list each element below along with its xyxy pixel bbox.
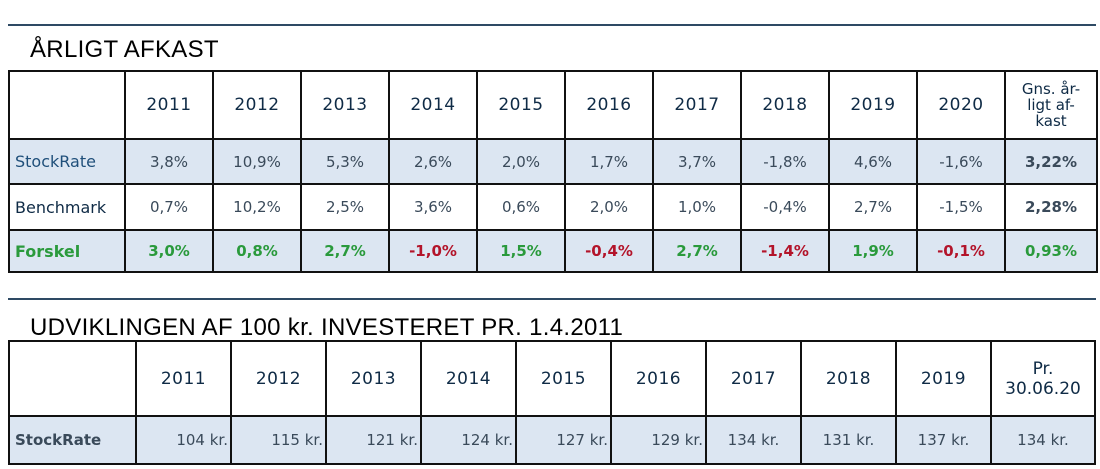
avg-header-line: Gns. år- xyxy=(1021,80,1081,98)
year-header: 2011 xyxy=(135,340,232,417)
table-row-difference: Forskel 3,0% 0,8% 2,7% -1,0% 1,5% -0,4% … xyxy=(8,229,1098,273)
top-rule xyxy=(8,24,1096,26)
value-cell: 2,6% xyxy=(388,138,478,185)
average-cell: 0,93% xyxy=(1004,229,1098,273)
corner-cell xyxy=(8,340,137,417)
value-cell: 134 kr. xyxy=(990,415,1096,465)
annual-return-table: 2011 2012 2013 2014 2015 2016 2017 2018 … xyxy=(8,70,1098,273)
date-header-line: Pr. xyxy=(1032,358,1054,379)
year-header: 2017 xyxy=(652,70,742,140)
difference-cell: -1,0% xyxy=(388,229,478,273)
year-header: 2012 xyxy=(230,340,327,417)
row-label: StockRate xyxy=(8,138,126,185)
year-header: 2014 xyxy=(420,340,517,417)
year-header: 2014 xyxy=(388,70,478,140)
value-cell: 3,8% xyxy=(124,138,214,185)
average-cell: 3,22% xyxy=(1004,138,1098,185)
value-cell: 2,7% xyxy=(828,183,918,231)
year-header: 2016 xyxy=(564,70,654,140)
value-cell: 2,0% xyxy=(476,138,566,185)
value-cell: 124 kr. xyxy=(420,415,517,465)
difference-cell: -1,4% xyxy=(740,229,830,273)
row-label: Benchmark xyxy=(8,183,126,231)
year-header: 2019 xyxy=(895,340,992,417)
value-cell: -1,8% xyxy=(740,138,830,185)
difference-cell: 3,0% xyxy=(124,229,214,273)
section-title-annual-return: ÅRLIGT AFKAST xyxy=(30,36,219,63)
value-cell: 10,2% xyxy=(212,183,302,231)
value-cell: 104 kr. xyxy=(135,415,232,465)
difference-cell: 1,9% xyxy=(828,229,918,273)
year-header: 2011 xyxy=(124,70,214,140)
year-header: 2013 xyxy=(300,70,390,140)
value-cell: -1,6% xyxy=(916,138,1006,185)
year-header: 2015 xyxy=(476,70,566,140)
date-header-line: 30.06.20 xyxy=(1005,378,1081,399)
year-header: 2017 xyxy=(705,340,802,417)
year-header: 2013 xyxy=(325,340,422,417)
value-cell: 3,6% xyxy=(388,183,478,231)
table-row-stockrate: StockRate 104 kr. 115 kr. 121 kr. 124 kr… xyxy=(8,415,1096,465)
year-header: 2019 xyxy=(828,70,918,140)
value-cell: 0,6% xyxy=(476,183,566,231)
average-cell: 2,28% xyxy=(1004,183,1098,231)
value-cell: 131 kr. xyxy=(800,415,897,465)
value-cell: 2,5% xyxy=(300,183,390,231)
difference-cell: 0,8% xyxy=(212,229,302,273)
table-header-row: 2011 2012 2013 2014 2015 2016 2017 2018 … xyxy=(8,70,1098,140)
table-header-row: 2011 2012 2013 2014 2015 2016 2017 2018 … xyxy=(8,340,1096,417)
value-cell: -0,4% xyxy=(740,183,830,231)
value-cell: -1,5% xyxy=(916,183,1006,231)
table-row-benchmark: Benchmark 0,7% 10,2% 2,5% 3,6% 0,6% 2,0%… xyxy=(8,183,1098,231)
row-label: StockRate xyxy=(8,415,137,465)
year-header: 2018 xyxy=(800,340,897,417)
middle-rule xyxy=(8,298,1096,300)
value-cell: 127 kr. xyxy=(515,415,612,465)
value-cell: 5,3% xyxy=(300,138,390,185)
corner-cell xyxy=(8,70,126,140)
avg-header-line: ligt af- xyxy=(1027,96,1075,114)
year-header: 2012 xyxy=(212,70,302,140)
value-cell: 1,0% xyxy=(652,183,742,231)
value-cell: 4,6% xyxy=(828,138,918,185)
difference-cell: 2,7% xyxy=(652,229,742,273)
value-cell: 10,9% xyxy=(212,138,302,185)
year-header: 2016 xyxy=(610,340,707,417)
year-header: 2018 xyxy=(740,70,830,140)
date-header: Pr. 30.06.20 xyxy=(990,340,1096,417)
difference-cell: 2,7% xyxy=(300,229,390,273)
row-label: Forskel xyxy=(8,229,126,273)
value-cell: 129 kr. xyxy=(610,415,707,465)
value-cell: 115 kr. xyxy=(230,415,327,465)
year-header: 2020 xyxy=(916,70,1006,140)
value-cell: 2,0% xyxy=(564,183,654,231)
value-cell: 137 kr. xyxy=(895,415,992,465)
value-cell: 134 kr. xyxy=(705,415,802,465)
table-row-stockrate: StockRate 3,8% 10,9% 5,3% 2,6% 2,0% 1,7%… xyxy=(8,138,1098,185)
value-cell: 1,7% xyxy=(564,138,654,185)
value-cell: 3,7% xyxy=(652,138,742,185)
year-header: 2015 xyxy=(515,340,612,417)
difference-cell: -0,4% xyxy=(564,229,654,273)
difference-cell: -0,1% xyxy=(916,229,1006,273)
value-cell: 0,7% xyxy=(124,183,214,231)
investment-growth-table: 2011 2012 2013 2014 2015 2016 2017 2018 … xyxy=(8,340,1096,465)
average-annual-header: Gns. år- ligt af- kast xyxy=(1004,70,1098,140)
section-title-growth: UDVIKLINGEN AF 100 kr. INVESTERET PR. 1.… xyxy=(30,314,624,341)
difference-cell: 1,5% xyxy=(476,229,566,273)
value-cell: 121 kr. xyxy=(325,415,422,465)
avg-header-line: kast xyxy=(1035,112,1067,130)
